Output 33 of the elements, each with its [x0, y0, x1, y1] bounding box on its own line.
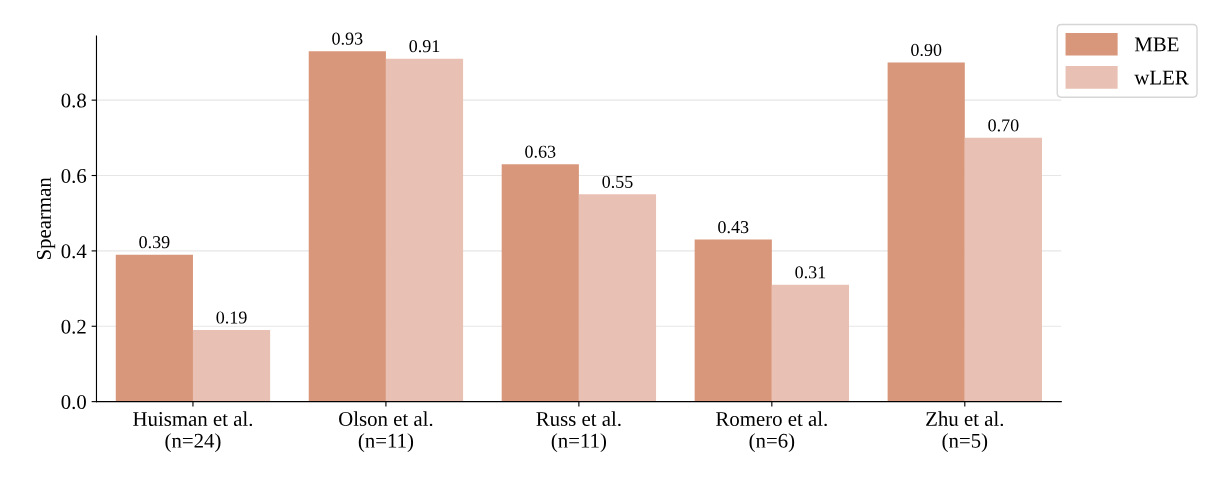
data-label: 0.43	[718, 220, 749, 234]
bar	[964, 137, 1042, 402]
bar	[192, 330, 271, 402]
data-label: 0.90	[911, 43, 942, 57]
data-label: 0.19	[216, 311, 247, 324]
data-label: 0.39	[139, 236, 170, 249]
x-tick-label: Russ et al. (n=11)	[536, 411, 621, 453]
y-tick-label: 0.0	[61, 395, 86, 410]
y-tick-label: 0.6	[61, 168, 87, 184]
bar	[385, 58, 464, 402]
x-tick-label: Romero et al. (n=6)	[716, 411, 827, 453]
x-tick-label: Olson et al. (n=11)	[339, 411, 433, 453]
bar	[308, 51, 386, 402]
bar	[501, 164, 579, 402]
x-tick-label: Zhu et al. (n=5)	[926, 411, 1004, 453]
bar	[694, 239, 772, 402]
data-label: 0.93	[332, 32, 363, 45]
y-tick-label: 0.4	[61, 244, 87, 259]
data-label: 0.55	[602, 175, 633, 188]
y-axis-title: Spearman	[36, 177, 56, 260]
legend-label: MBE	[1134, 37, 1179, 52]
bar	[115, 254, 193, 402]
y-tick-label: 0.2	[61, 319, 86, 334]
data-label: 0.63	[525, 145, 556, 158]
legend-label: wLER	[1134, 70, 1189, 85]
bar	[887, 62, 965, 402]
data-label: 0.91	[409, 40, 440, 53]
x-tick-label: Huisman et al. (n=24)	[133, 411, 253, 453]
data-label: 0.70	[988, 119, 1019, 132]
bar	[771, 284, 850, 402]
data-label: 0.31	[795, 266, 826, 279]
y-tick-label: 0.8	[61, 93, 86, 108]
bar	[578, 194, 657, 402]
